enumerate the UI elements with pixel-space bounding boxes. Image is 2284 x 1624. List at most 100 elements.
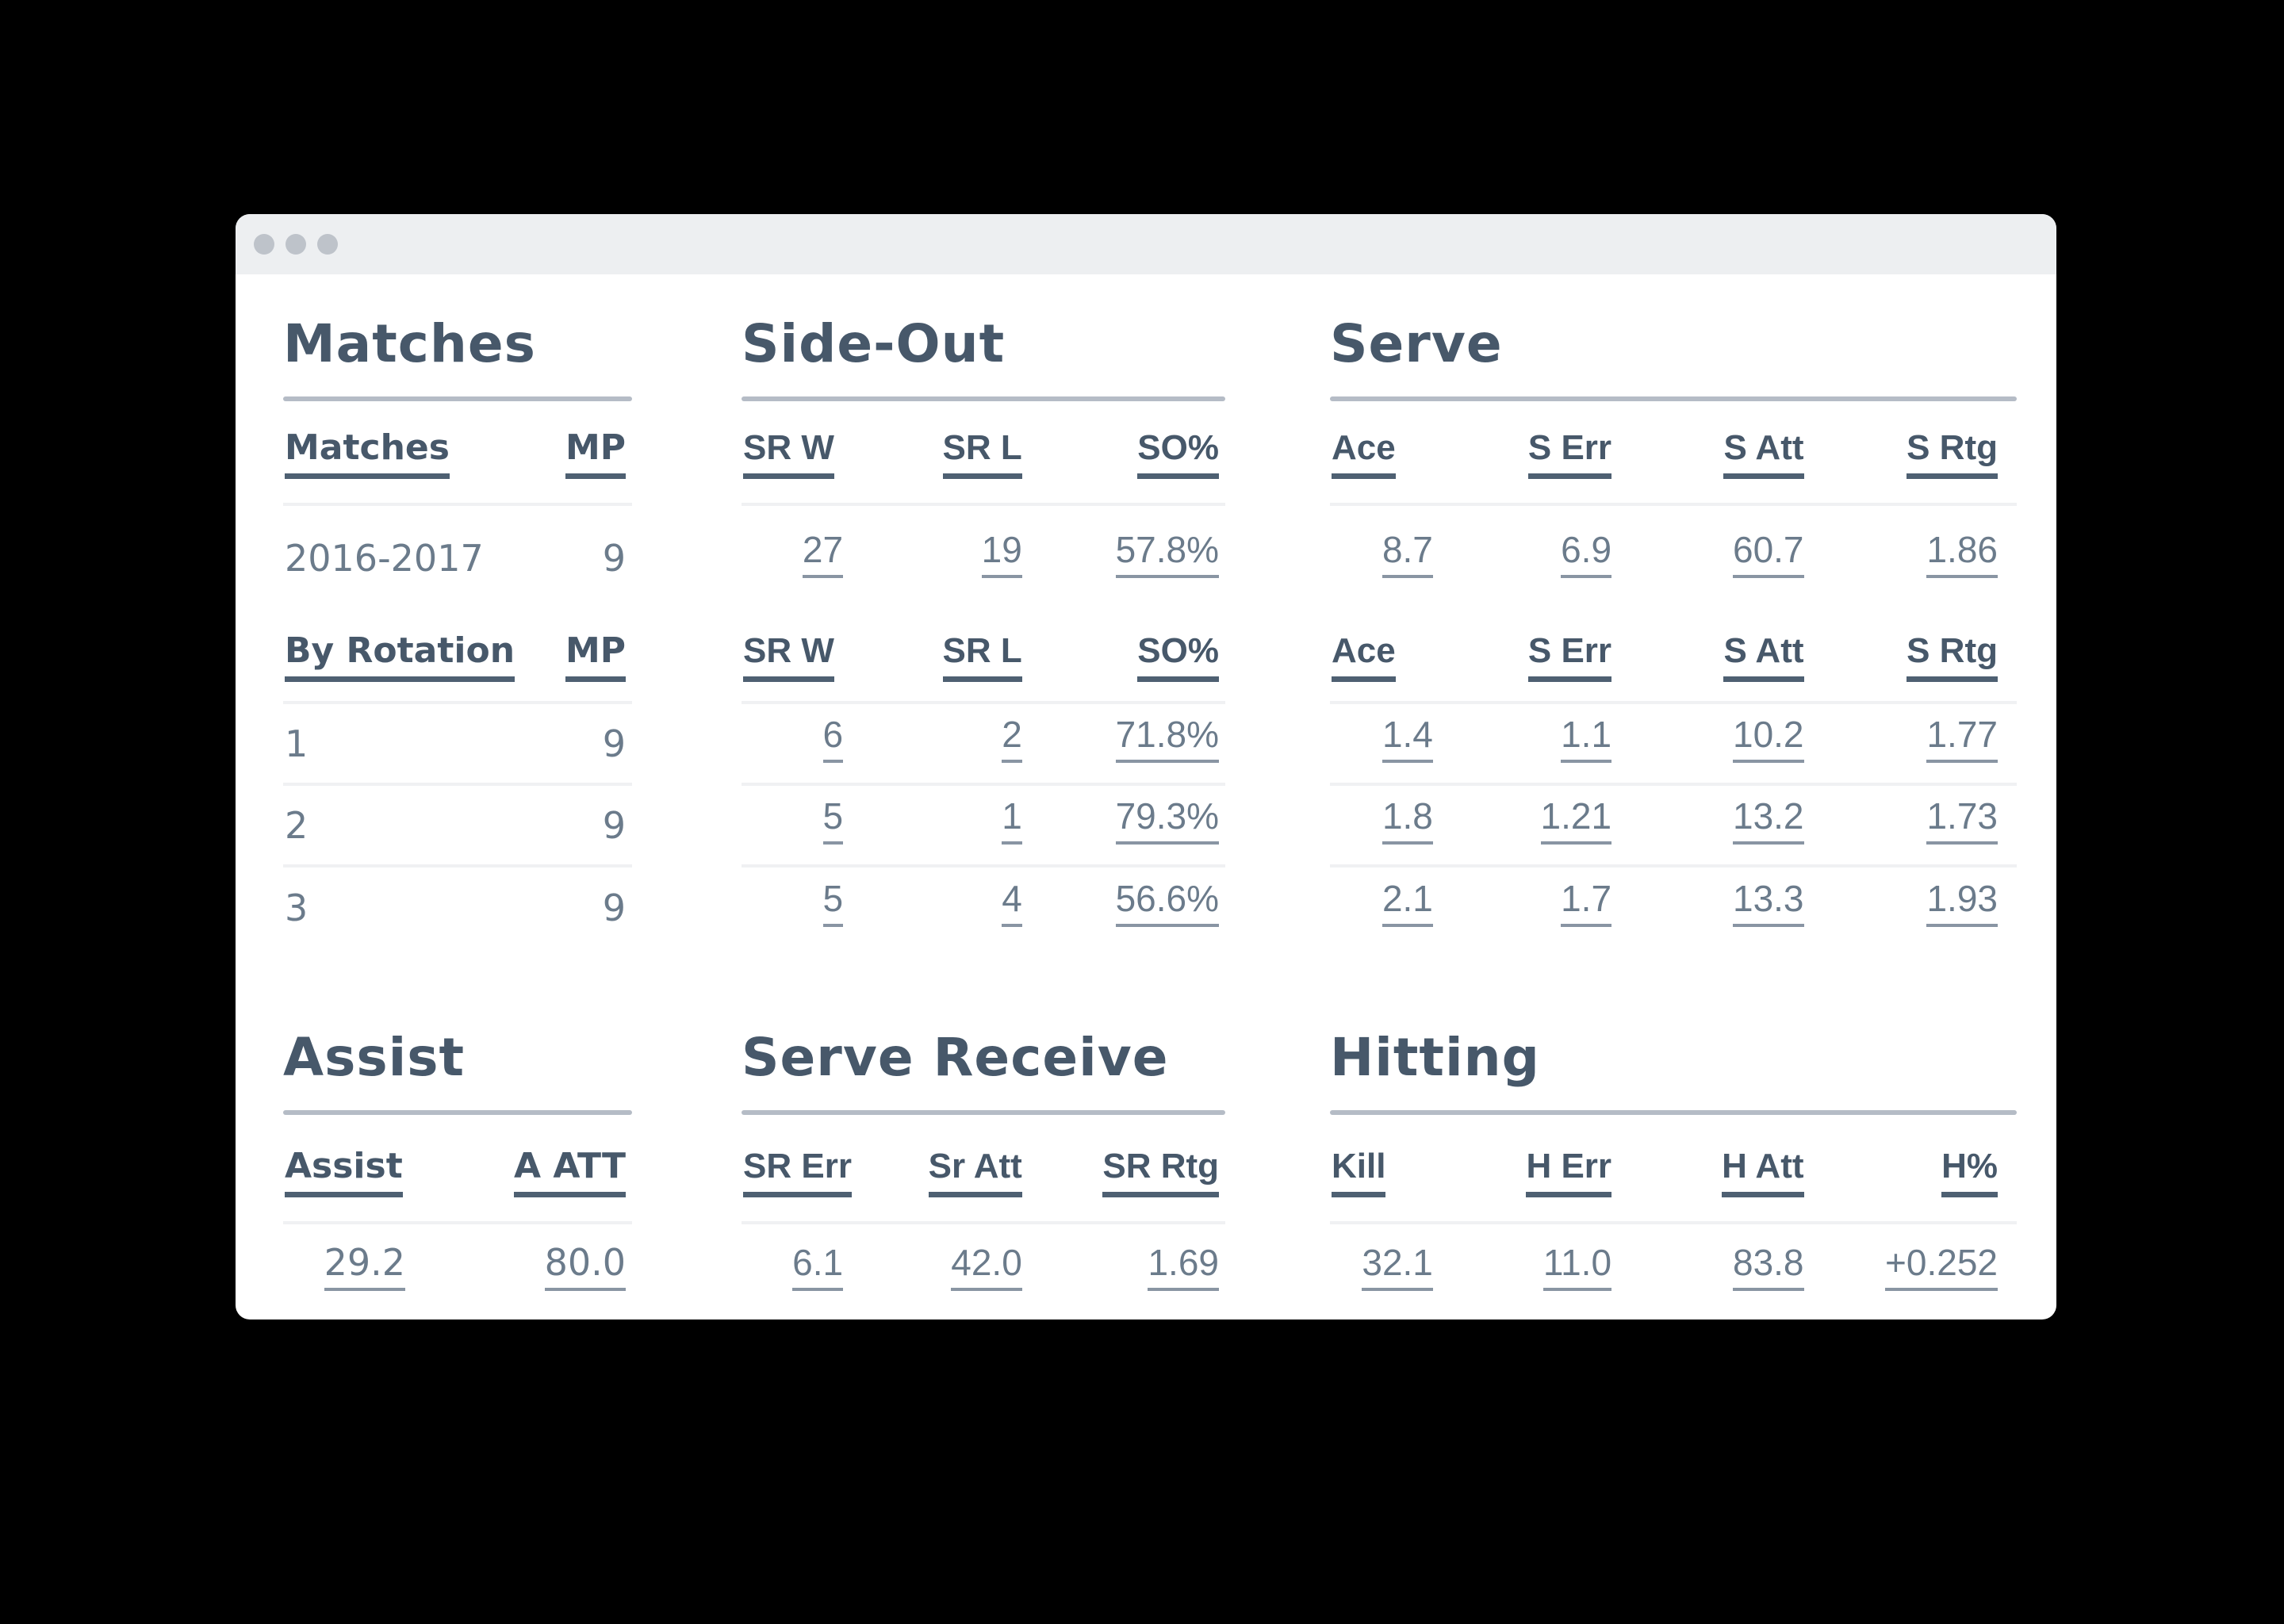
stat-cell: 10.2 — [1611, 701, 1804, 784]
stat-value-link[interactable]: 56.6% — [1115, 877, 1219, 927]
column-header-mp[interactable]: MP — [535, 401, 632, 504]
column-header-ace[interactable]: Ace — [1330, 401, 1433, 504]
window-control-dot-2[interactable] — [286, 234, 306, 255]
stat-value-link[interactable]: 8.7 — [1382, 528, 1433, 578]
table-row: 27 19 57.8% — [742, 503, 1225, 611]
stat-value-link[interactable]: 79.3% — [1115, 795, 1219, 845]
stat-value-link[interactable]: 1.86 — [1926, 528, 1998, 578]
column-header-so-pct[interactable]: SO% — [1022, 611, 1225, 703]
stat-value-link[interactable]: 32.1 — [1362, 1241, 1433, 1291]
stat-value-link[interactable]: 60.7 — [1732, 528, 1804, 578]
stat-value-link[interactable]: 42.0 — [951, 1241, 1022, 1291]
stat-value-link[interactable]: 1.4 — [1382, 713, 1433, 763]
stat-value-link[interactable]: 1.1 — [1561, 713, 1612, 763]
column-header-mp[interactable]: MP — [535, 611, 632, 703]
stat-value-link[interactable]: 2 — [1002, 713, 1022, 763]
stat-value-link[interactable]: 13.3 — [1732, 877, 1804, 927]
window-titlebar — [236, 214, 2056, 274]
section-matches: Matches Matches MP 2016-2017 9 By Rotati… — [283, 316, 632, 948]
section-divider — [742, 396, 1225, 401]
column-header-h-pct[interactable]: H% — [1804, 1115, 2017, 1223]
stat-value-link[interactable]: 1.77 — [1926, 713, 1998, 763]
stat-value-link[interactable]: 5 — [822, 795, 844, 845]
stat-value-link[interactable]: 71.8% — [1115, 713, 1219, 763]
stat-value-link[interactable]: 83.8 — [1732, 1241, 1804, 1291]
stat-cell: 71.8% — [1021, 701, 1225, 784]
section-title-hitting: Hitting — [1330, 1027, 1540, 1088]
column-header-s-err[interactable]: S Err — [1433, 611, 1612, 703]
table-row: 1.4 1.1 10.2 1.77 — [1330, 701, 2017, 784]
stat-value-link[interactable]: 6 — [822, 713, 844, 763]
table-row: 6.1 42.0 1.69 — [742, 1221, 1225, 1318]
rotation-cell: 3 — [283, 864, 535, 948]
column-header-matches[interactable]: Matches — [283, 401, 535, 504]
column-header-sr-w[interactable]: SR W — [742, 611, 843, 703]
column-header-s-att[interactable]: S Att — [1611, 611, 1804, 703]
stat-value-link[interactable]: 1.21 — [1540, 795, 1612, 845]
table-row: 6 2 71.8% — [742, 701, 1225, 784]
season-cell: 2016-2017 — [283, 503, 535, 611]
column-header-h-att[interactable]: H Att — [1611, 1115, 1804, 1223]
column-header-s-err[interactable]: S Err — [1433, 401, 1612, 504]
stat-value-link[interactable]: 57.8% — [1115, 528, 1219, 578]
stat-cell: 1.21 — [1432, 783, 1612, 866]
stat-cell: 42.0 — [843, 1221, 1022, 1318]
column-header-sr-l[interactable]: SR L — [843, 401, 1022, 504]
column-header-a-att[interactable]: A ATT — [405, 1115, 632, 1223]
table-row: 2016-2017 9 — [283, 503, 632, 611]
table-row: 32.1 11.0 83.8 +0.252 — [1330, 1221, 2017, 1318]
table-row: 3 9 — [283, 864, 632, 948]
stat-value-link[interactable]: 2.1 — [1382, 877, 1433, 927]
column-header-by-rotation[interactable]: By Rotation — [283, 611, 535, 703]
stat-cell: 83.8 — [1611, 1221, 1804, 1318]
stat-value-link[interactable]: 1.7 — [1561, 877, 1612, 927]
column-header-so-pct[interactable]: SO% — [1022, 401, 1225, 504]
stat-cell: 13.3 — [1611, 864, 1804, 948]
column-header-assist[interactable]: Assist — [283, 1115, 405, 1223]
column-header-s-rtg[interactable]: S Rtg — [1804, 401, 2017, 504]
column-header-h-err[interactable]: H Err — [1433, 1115, 1612, 1223]
stat-value-link[interactable]: 1.8 — [1382, 795, 1433, 845]
section-title-side-out: Side-Out — [742, 313, 1006, 374]
section-side-out: Side-Out SR W SR L SO% 27 19 57.8% SR W … — [742, 316, 1225, 948]
column-header-kill[interactable]: Kill — [1330, 1115, 1433, 1223]
mp-cell: 9 — [534, 783, 632, 866]
column-header-ace[interactable]: Ace — [1330, 611, 1433, 703]
stat-value-link[interactable]: 29.2 — [324, 1241, 405, 1291]
stat-value-link[interactable]: 11.0 — [1542, 1241, 1612, 1291]
stat-value-link[interactable]: 10.2 — [1732, 713, 1804, 763]
stat-value-link[interactable]: 13.2 — [1732, 795, 1804, 845]
window-control-dot-3[interactable] — [317, 234, 338, 255]
column-header-s-att[interactable]: S Att — [1611, 401, 1804, 504]
window-control-dot-1[interactable] — [254, 234, 274, 255]
rotation-cell: 1 — [283, 701, 535, 784]
stat-cell: 4 — [843, 864, 1022, 948]
matches-season-table: Matches MP 2016-2017 9 By Rotation MP 1 … — [283, 401, 632, 948]
column-header-sr-rtg[interactable]: SR Rtg — [1022, 1115, 1225, 1223]
stat-value-link[interactable]: 6.1 — [792, 1241, 844, 1291]
stat-value-link[interactable]: 4 — [1002, 877, 1022, 927]
column-header-s-rtg[interactable]: S Rtg — [1804, 611, 2017, 703]
column-header-sr-l[interactable]: SR L — [843, 611, 1022, 703]
section-title-serve: Serve — [1330, 313, 1503, 374]
stat-value-link[interactable]: 5 — [822, 877, 844, 927]
stat-value-link[interactable]: 1.69 — [1148, 1241, 1219, 1291]
section-assist: Assist Assist A ATT 29.2 80.0 — [283, 1029, 632, 1318]
stat-cell: 1.77 — [1803, 701, 2017, 784]
column-header-sr-w[interactable]: SR W — [742, 401, 843, 504]
assist-table: Assist A ATT 29.2 80.0 — [283, 1115, 632, 1318]
section-title-assist: Assist — [283, 1027, 466, 1088]
stat-value-link[interactable]: 1.93 — [1926, 877, 1998, 927]
stat-value-link[interactable]: 80.0 — [544, 1241, 626, 1291]
column-header-sr-err[interactable]: SR Err — [742, 1115, 852, 1223]
stat-value-link[interactable]: 1 — [1002, 795, 1022, 845]
column-header-sr-att[interactable]: Sr Att — [843, 1115, 1022, 1223]
section-title-serve-receive: Serve Receive — [742, 1027, 1169, 1088]
stat-value-link[interactable]: 19 — [981, 528, 1022, 578]
stat-value-link[interactable]: 6.9 — [1561, 528, 1612, 578]
stat-value-link[interactable]: 27 — [802, 528, 844, 578]
stat-value-link[interactable]: 1.73 — [1926, 795, 1998, 845]
browser-window: Matches Matches MP 2016-2017 9 By Rotati… — [236, 214, 2056, 1320]
stat-value-link[interactable]: +0.252 — [1885, 1241, 1998, 1291]
